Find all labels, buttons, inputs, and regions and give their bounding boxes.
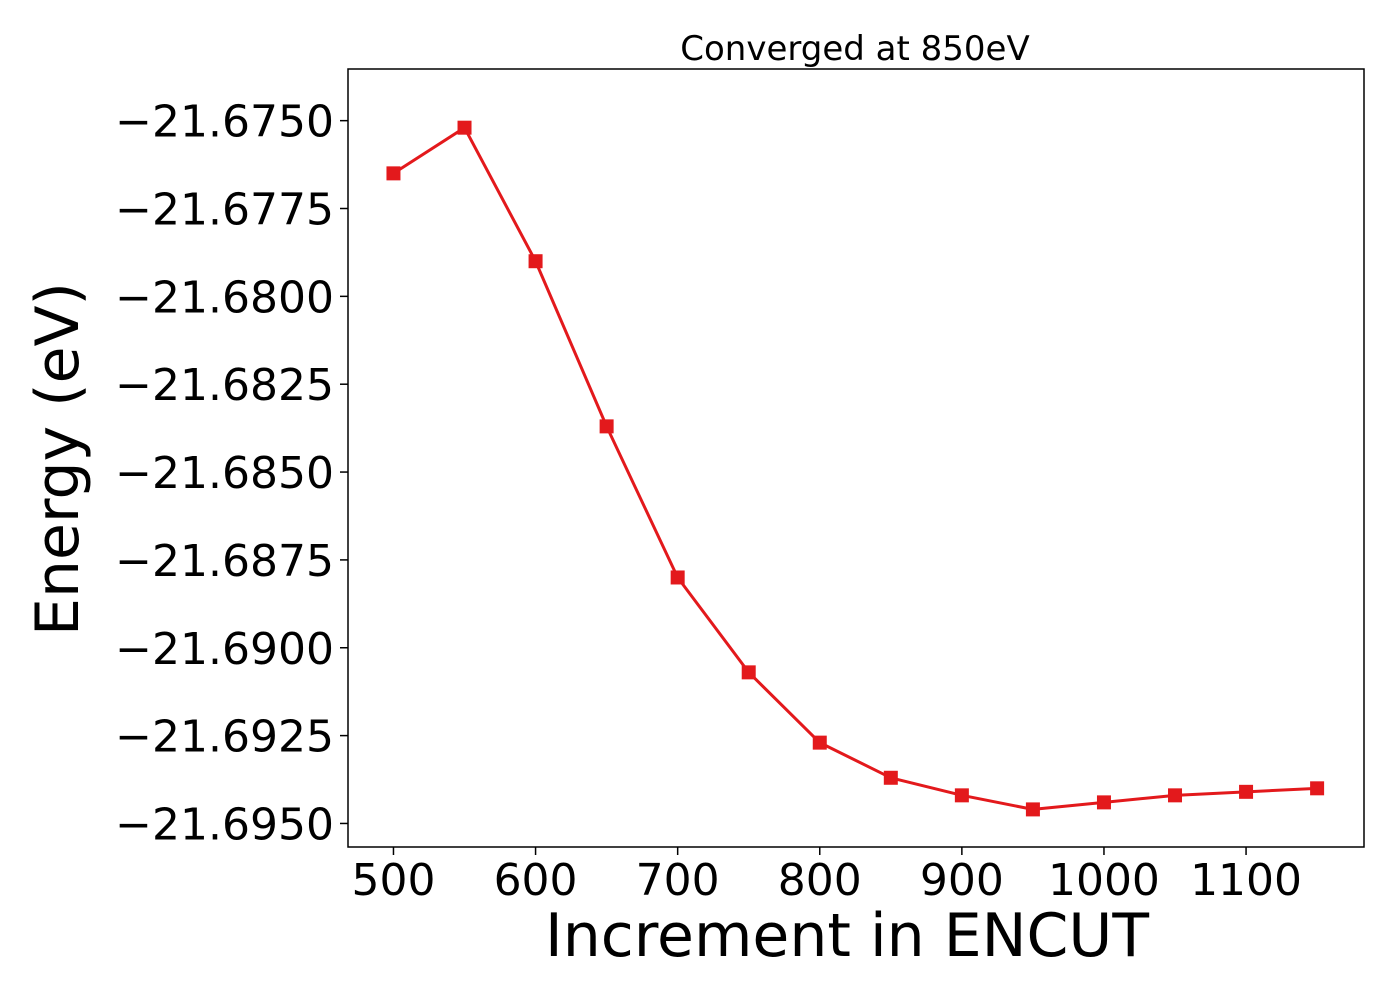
y-tick-label: −21.6850 xyxy=(115,448,334,499)
data-point xyxy=(1096,795,1111,810)
x-tick-label: 700 xyxy=(636,855,720,906)
data-point xyxy=(812,735,827,750)
series-line xyxy=(392,126,1318,811)
data-point xyxy=(954,788,969,803)
y-tick-label: −21.6775 xyxy=(115,185,334,236)
x-tick-label: 1000 xyxy=(1048,855,1160,906)
y-tick-label: −21.6750 xyxy=(115,97,334,148)
data-point xyxy=(386,166,401,181)
y-tick-label: −21.6950 xyxy=(115,799,334,850)
y-tick-label: −21.6925 xyxy=(115,712,334,763)
x-tick-label: 1100 xyxy=(1190,855,1302,906)
chart-title: Converged at 850eV xyxy=(680,29,1029,69)
data-point xyxy=(1168,788,1183,803)
y-tick-label: −21.6875 xyxy=(115,536,334,587)
y-tick-label: −21.6900 xyxy=(115,624,334,675)
plot-frame xyxy=(347,68,1365,848)
tick-layer: 500 600 700 800 900 1000 1100 −21.6750 −21.6775 −… xyxy=(115,97,1302,906)
x-axis-title: Increment in ENCUT xyxy=(545,901,1149,971)
y-tick-label: −21.6825 xyxy=(115,360,334,411)
y-tick-label: −21.6800 xyxy=(115,272,334,323)
data-point xyxy=(883,770,898,785)
data-point xyxy=(528,254,543,269)
x-tick-label: 600 xyxy=(494,855,578,906)
data-point xyxy=(1310,781,1325,796)
x-tick-label: 500 xyxy=(351,855,435,906)
y-axis-title: Energy (eV) xyxy=(23,282,93,636)
data-point xyxy=(741,665,756,680)
plot-layer xyxy=(386,120,1325,817)
data-point xyxy=(670,570,685,585)
data-point xyxy=(1239,784,1254,799)
x-tick-label: 900 xyxy=(920,855,1004,906)
x-tick-label: 800 xyxy=(778,855,862,906)
data-point xyxy=(457,120,472,135)
data-point xyxy=(1025,802,1040,817)
data-point xyxy=(599,419,614,434)
